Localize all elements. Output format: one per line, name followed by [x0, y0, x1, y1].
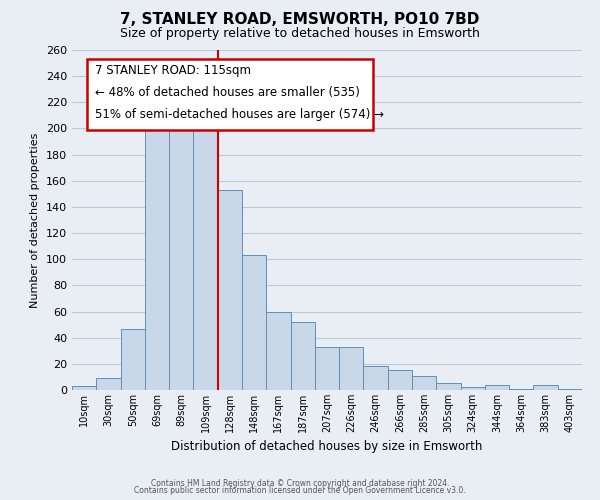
Bar	[412, 376, 436, 390]
Bar	[242, 256, 266, 390]
Bar	[315, 347, 339, 390]
Text: ← 48% of detached houses are smaller (535): ← 48% of detached houses are smaller (53…	[95, 86, 360, 98]
Text: 51% of semi-detached houses are larger (574) →: 51% of semi-detached houses are larger (…	[95, 108, 384, 121]
Text: 7 STANLEY ROAD: 115sqm: 7 STANLEY ROAD: 115sqm	[95, 64, 251, 76]
Bar	[388, 370, 412, 390]
Text: Contains HM Land Registry data © Crown copyright and database right 2024.: Contains HM Land Registry data © Crown c…	[151, 478, 449, 488]
Bar	[121, 328, 145, 390]
Bar	[266, 312, 290, 390]
Y-axis label: Number of detached properties: Number of detached properties	[31, 132, 40, 308]
Bar	[558, 388, 582, 390]
Bar	[218, 190, 242, 390]
Bar	[339, 347, 364, 390]
Text: Size of property relative to detached houses in Emsworth: Size of property relative to detached ho…	[120, 28, 480, 40]
FancyBboxPatch shape	[88, 58, 373, 130]
Bar	[72, 386, 96, 390]
Bar	[509, 388, 533, 390]
Bar	[96, 378, 121, 390]
Bar	[485, 385, 509, 390]
Text: Contains public sector information licensed under the Open Government Licence v3: Contains public sector information licen…	[134, 486, 466, 495]
Bar	[145, 124, 169, 390]
X-axis label: Distribution of detached houses by size in Emsworth: Distribution of detached houses by size …	[172, 440, 482, 454]
Bar	[290, 322, 315, 390]
Bar	[193, 123, 218, 390]
Bar	[533, 385, 558, 390]
Text: 7, STANLEY ROAD, EMSWORTH, PO10 7BD: 7, STANLEY ROAD, EMSWORTH, PO10 7BD	[121, 12, 479, 28]
Bar	[364, 366, 388, 390]
Bar	[436, 384, 461, 390]
Bar	[461, 388, 485, 390]
Bar	[169, 130, 193, 390]
